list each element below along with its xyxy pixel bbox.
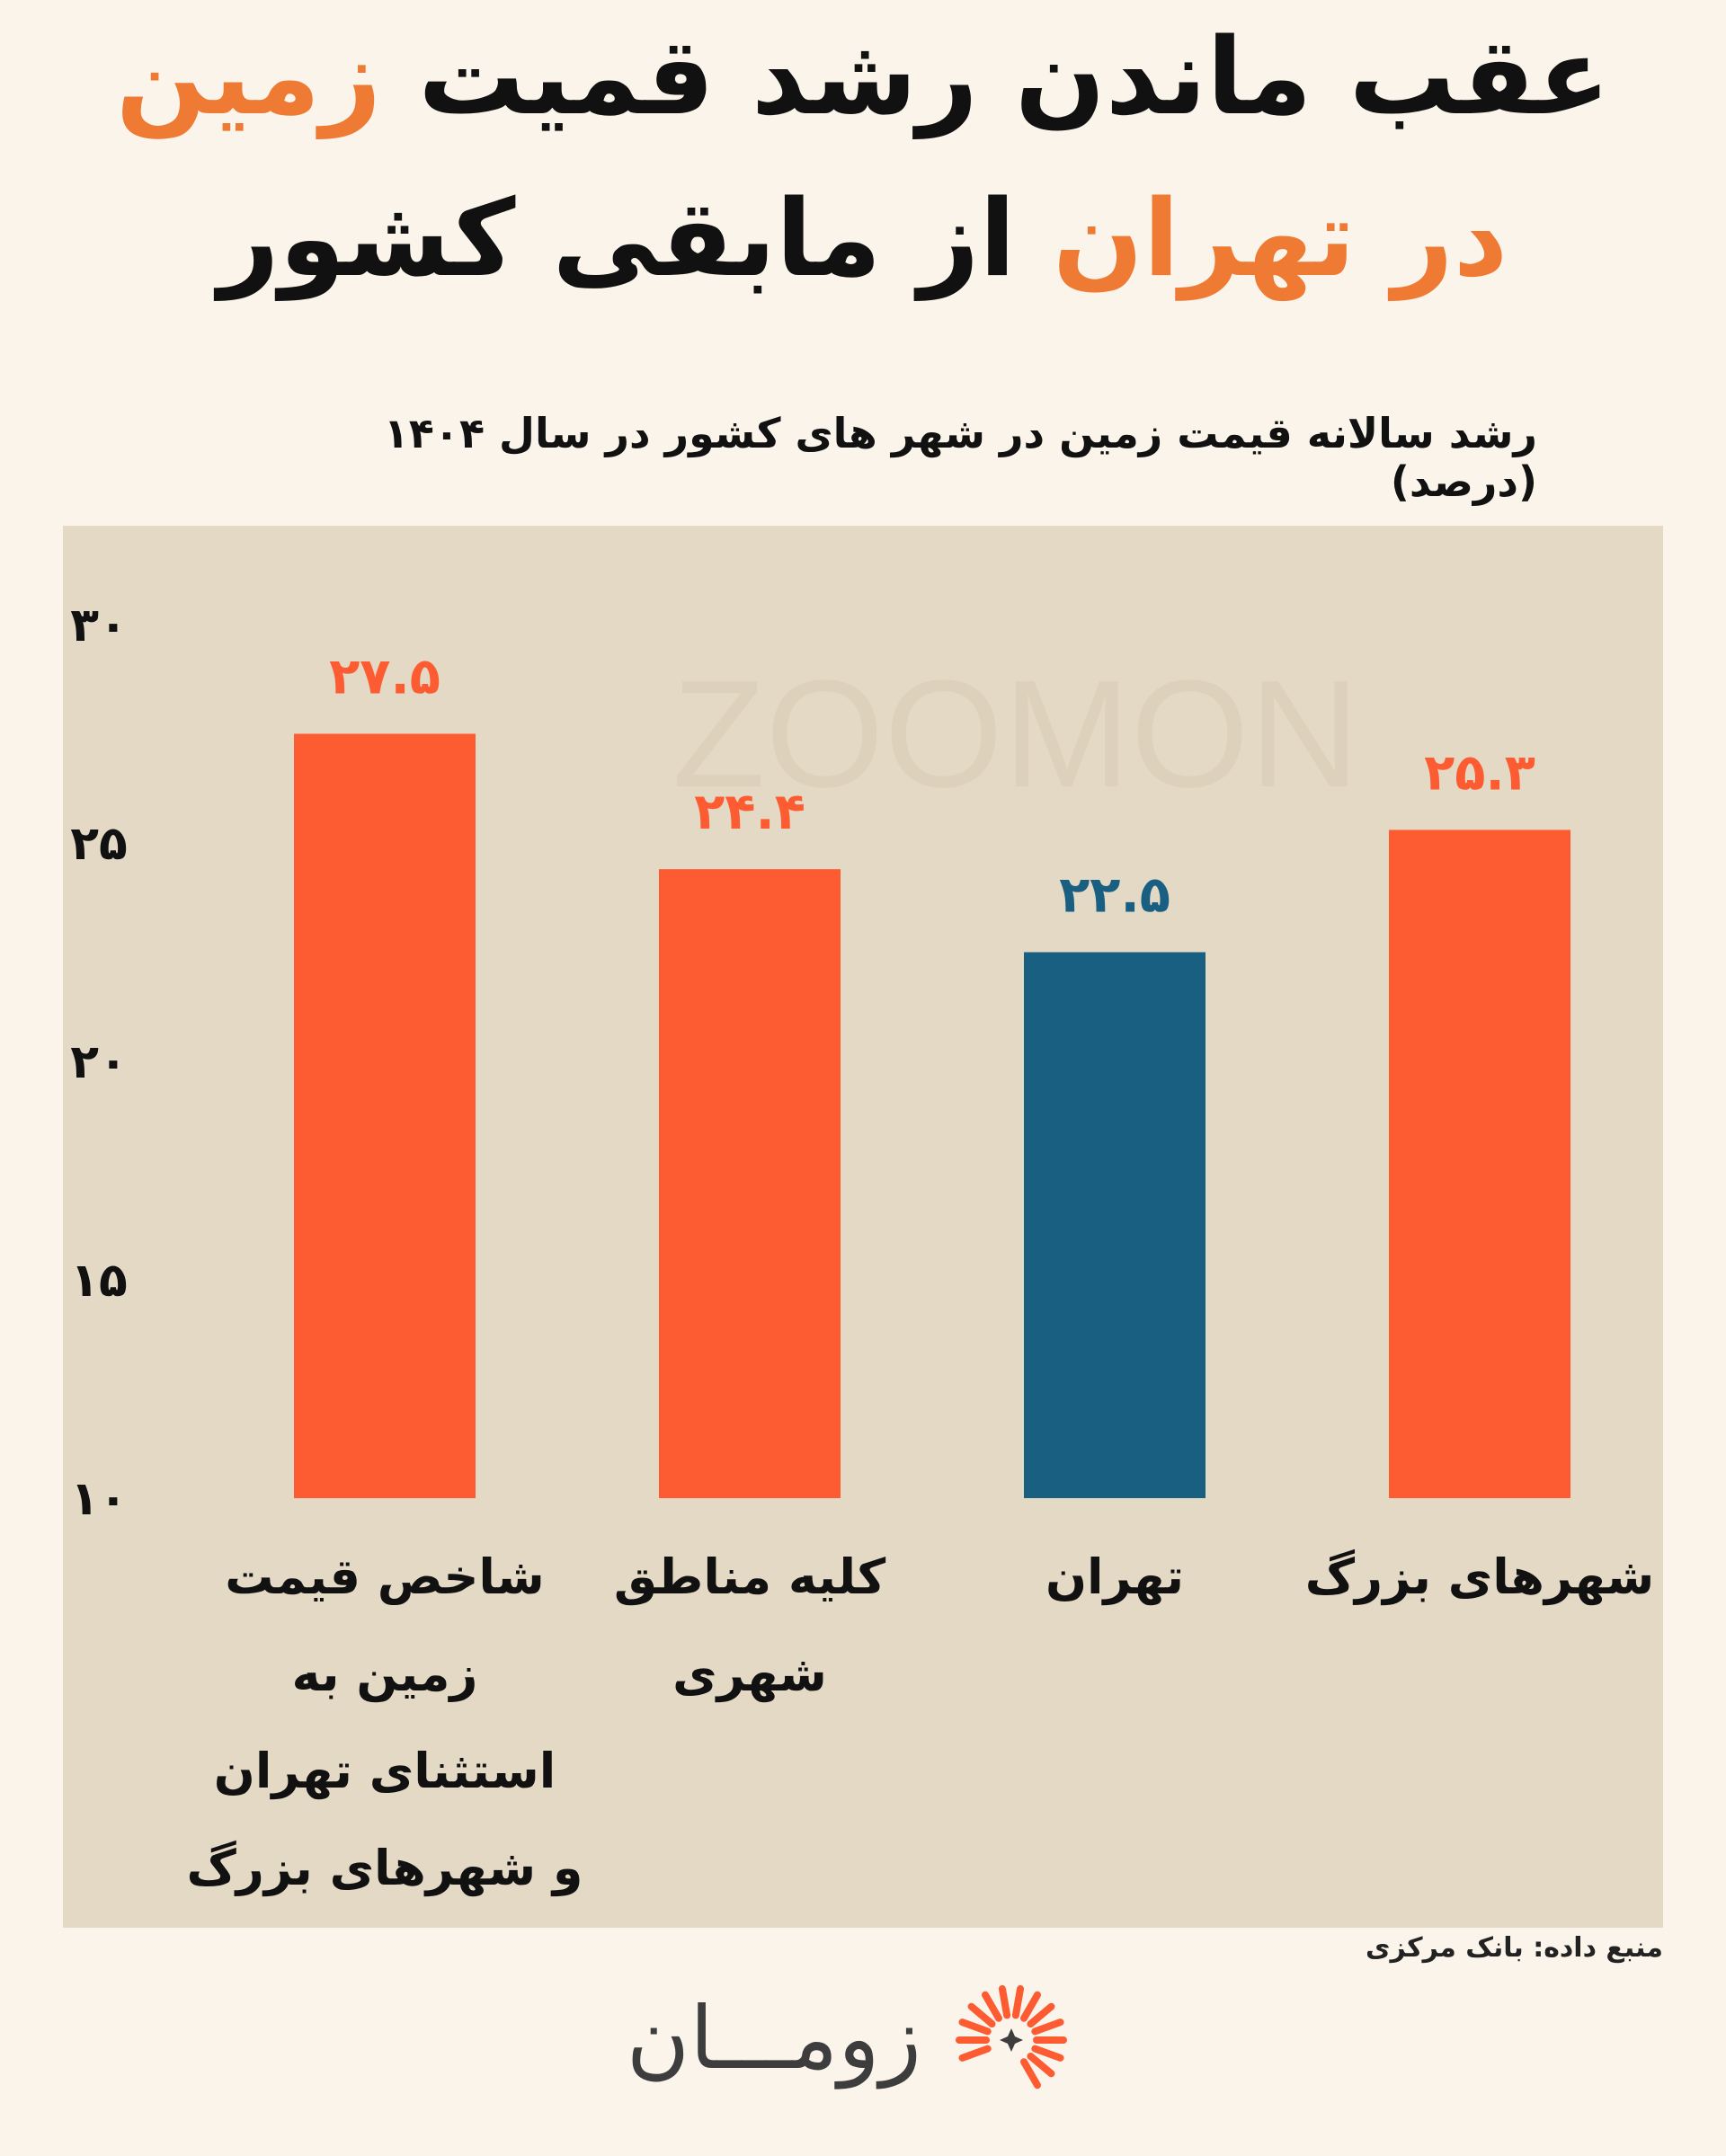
x-tick-label: و شهرهای بزرگ [187, 1840, 583, 1896]
brand-logo: زومـــان [627, 1973, 1070, 2107]
x-tick-label: شهری [672, 1646, 827, 1702]
y-tick-label: ۱۵ [70, 1254, 127, 1308]
x-tick-label: زمین به [292, 1646, 478, 1702]
bar [1024, 952, 1206, 1498]
y-tick-label: ۳۰ [70, 599, 127, 652]
title-accent: در تهران [1052, 176, 1508, 300]
y-tick-label: ۱۰ [70, 1472, 127, 1526]
bar [1389, 830, 1570, 1498]
x-tick-label: تهران [1045, 1548, 1184, 1605]
y-tick-label: ۲۵ [70, 817, 127, 871]
title-accent: زمین [115, 14, 382, 138]
data-source: منبع داده: بانک مرکزی [1365, 1932, 1663, 1964]
chart-panel: ZOOMON ۱۰ ۱۵ ۲۰ ۲۵ ۳۰ ۲۷.۵ شاخص قیمت زمین به استث… [63, 526, 1663, 1928]
chart-subtitle: رشد سالانه قیمت زمین در شهر های کشور در … [383, 409, 1537, 506]
title-part: عقب ماندن رشد قمیت [381, 14, 1611, 138]
bar [659, 869, 841, 1498]
title-line-2: در تهران از مابقی کشور [0, 171, 1726, 306]
y-tick-label: ۲۰ [70, 1035, 127, 1089]
bar [294, 733, 476, 1498]
bar-chart: ZOOMON ۱۰ ۱۵ ۲۰ ۲۵ ۳۰ ۲۷.۵ شاخص قیمت زمین به استث… [70, 599, 1655, 1896]
title-part: از مابقی کشور [218, 176, 1053, 300]
data-label: ۲۲.۵ [1059, 866, 1170, 925]
data-label: ۲۴.۴ [694, 783, 805, 841]
x-tick-label: استثنای تهران [214, 1743, 556, 1799]
data-label: ۲۷.۵ [329, 648, 440, 706]
title-line-1: عقب ماندن رشد قمیت زمین [0, 9, 1726, 144]
data-label: ۲۵.۳ [1424, 743, 1535, 802]
watermark: ZOOMON [672, 649, 1360, 820]
sunburst-logo-icon [956, 1984, 1067, 2089]
x-tick-label: شهرهای بزرگ [1305, 1548, 1655, 1605]
x-tick-label: کلیه مناطق [614, 1548, 886, 1605]
x-tick-label: شاخص قیمت [225, 1548, 545, 1606]
logo-text: زومـــان [626, 1988, 921, 2089]
